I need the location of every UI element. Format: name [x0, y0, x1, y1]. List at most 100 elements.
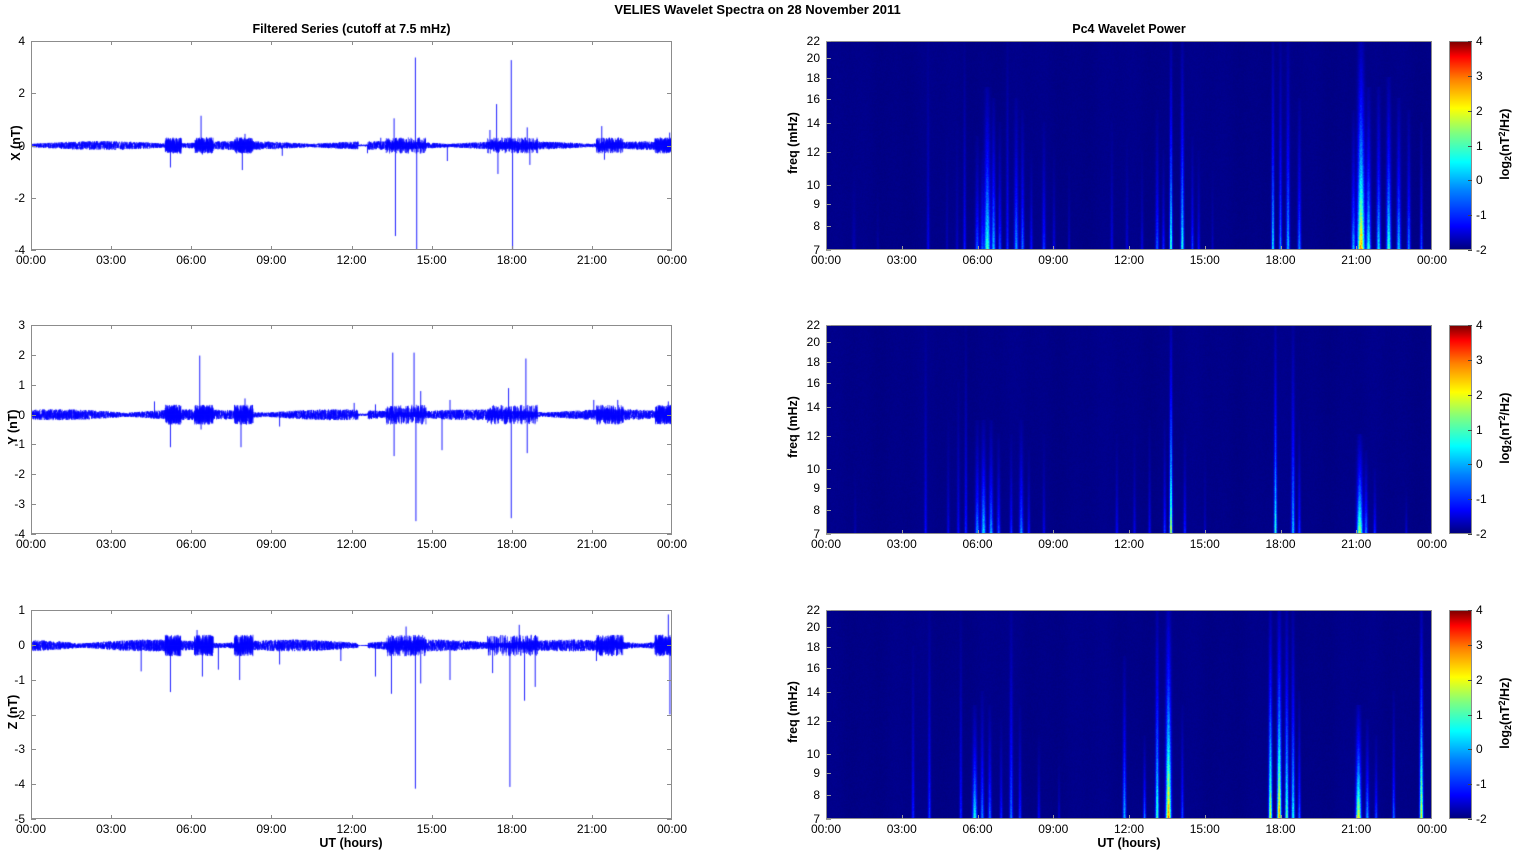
xtick-label: 03:00 — [886, 537, 917, 551]
colorbar-tick-mark — [1468, 714, 1472, 716]
xtick-label: 03:00 — [96, 537, 127, 551]
xtick-mark — [431, 610, 433, 614]
colorbar-tick-label: -1 — [1476, 208, 1487, 223]
ytick-mark — [667, 504, 672, 506]
colorbar-tick-mark — [1468, 749, 1472, 751]
xtick-label: 00:00 — [656, 253, 688, 267]
xtick-label: 09:00 — [256, 822, 287, 836]
xtick-mark — [1356, 815, 1358, 819]
xtick-mark — [431, 530, 433, 534]
spectrogram-canvas-y — [827, 326, 1431, 533]
ytick-label: -2 — [14, 190, 25, 205]
spectrogram-axes-x[interactable] — [826, 41, 1432, 250]
xtick-label: 15:00 — [1189, 253, 1220, 267]
xtick-label: 03:00 — [886, 253, 917, 267]
colorbar-tick-label: 2 — [1476, 103, 1483, 118]
ytick-label: -4 — [14, 777, 25, 792]
ytick-mark — [31, 250, 36, 251]
colorbar-label-z: log2(nT2/Hz) — [1496, 677, 1514, 749]
xtick-mark — [977, 246, 979, 250]
xtick-mark — [111, 610, 113, 614]
ytick-label: 2 — [18, 86, 25, 101]
ytick-label: -4 — [14, 527, 25, 541]
ytick-mark — [31, 784, 36, 786]
xtick-mark — [271, 530, 273, 534]
xtick-label: 12:00 — [336, 253, 367, 267]
xtick-mark — [191, 815, 193, 819]
ytick-mark — [31, 325, 36, 326]
freq-tick-label: 18 — [806, 639, 820, 654]
ytick-mark — [667, 145, 672, 147]
spectrogram-axes-z[interactable] — [826, 610, 1432, 819]
xtick-mark — [271, 610, 273, 614]
xtick-mark — [351, 246, 353, 250]
timeseries-axes-x[interactable] — [31, 41, 672, 250]
colorbar-tick-mark — [1468, 110, 1472, 112]
colorbar-tick-mark — [1468, 819, 1472, 820]
freq-tick-label: 8 — [813, 787, 820, 802]
freq-tick-label: 8 — [813, 502, 820, 517]
xtick-mark — [1280, 815, 1282, 819]
xtick-mark — [111, 815, 113, 819]
freq-tick-label: 20 — [806, 51, 820, 66]
ytick-mark — [667, 610, 672, 611]
timeseries-axes-y[interactable] — [31, 325, 672, 534]
ytick-label: 2 — [18, 347, 25, 362]
xtick-label: 03:00 — [886, 822, 917, 836]
timeseries-axes-z[interactable] — [31, 610, 672, 819]
spectrogram-axes-y[interactable] — [826, 325, 1432, 534]
timeseries-canvas-z — [32, 611, 671, 818]
xtick-mark — [431, 815, 433, 819]
xtick-label: 18:00 — [496, 537, 527, 551]
colorbar-tick-label: 1 — [1476, 422, 1483, 437]
xtick-mark — [351, 325, 353, 329]
xtick-mark — [591, 530, 593, 534]
xtick-label: 06:00 — [176, 537, 207, 551]
colorbar-tick-label: -2 — [1476, 812, 1487, 826]
colorbar-tick-label: -1 — [1476, 777, 1487, 792]
freq-tick-label: 7 — [813, 812, 820, 826]
ytick-mark — [667, 679, 672, 681]
xtick-label: 15:00 — [416, 537, 447, 551]
ytick-mark — [667, 414, 672, 416]
colorbar-tick-label: 2 — [1476, 672, 1483, 687]
xtick-label: 21:00 — [1341, 822, 1372, 836]
colorbar-tick-mark — [1468, 644, 1472, 646]
freq-tick-label: 10 — [806, 461, 820, 476]
freq-tick-mark — [826, 468, 831, 470]
freq-tick-label: 22 — [806, 34, 820, 48]
xtick-mark — [351, 530, 353, 534]
freq-tick-label: 18 — [806, 70, 820, 85]
spectrogram-canvas-x — [827, 42, 1431, 249]
ytick-mark — [667, 250, 672, 251]
freq-tick-mark — [826, 668, 831, 670]
colorbar-tick-mark — [1468, 75, 1472, 77]
xtick-label: 06:00 — [962, 537, 993, 551]
colorbar-tick-mark — [1468, 679, 1472, 681]
freq-tick-label: 10 — [806, 746, 820, 761]
xtick-mark — [351, 815, 353, 819]
colorbar-tick-label: 1 — [1476, 138, 1483, 153]
freq-tick-mark — [826, 407, 831, 409]
freq-tick-mark — [826, 753, 831, 755]
colorbar-tick-label: -1 — [1476, 492, 1487, 507]
xtick-label: 00:00 — [810, 253, 842, 267]
xtick-mark — [271, 41, 273, 45]
xtick-mark — [901, 246, 903, 250]
freq-tick-label: 8 — [813, 218, 820, 233]
ytick-mark — [31, 354, 36, 356]
xtick-label: 12:00 — [336, 822, 367, 836]
xtick-mark — [591, 41, 593, 45]
left-column-title: Filtered Series (cutoff at 7.5 mHz) — [252, 22, 451, 36]
ytick-mark — [31, 679, 36, 681]
xtick-label: 12:00 — [1113, 537, 1145, 551]
freq-tick-label: 20 — [806, 620, 820, 635]
ytick-mark — [31, 749, 36, 751]
ytick-mark — [667, 93, 672, 95]
xtick-label: 15:00 — [1189, 537, 1220, 551]
ytick-label: -3 — [14, 497, 25, 512]
ytick-mark — [31, 534, 36, 535]
xtick-mark — [1053, 530, 1055, 534]
freq-tick-label: 16 — [806, 661, 820, 676]
timeseries-canvas-x — [32, 42, 671, 249]
